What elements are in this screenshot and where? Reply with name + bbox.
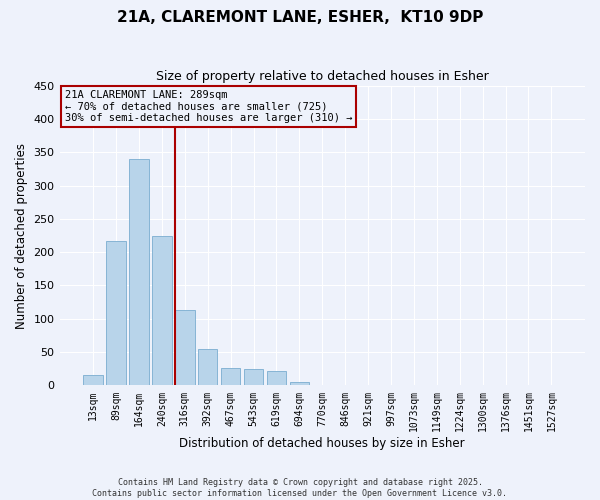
Bar xyxy=(152,236,172,386)
Bar xyxy=(244,369,263,386)
Text: Contains HM Land Registry data © Crown copyright and database right 2025.
Contai: Contains HM Land Registry data © Crown c… xyxy=(92,478,508,498)
Text: 21A, CLAREMONT LANE, ESHER,  KT10 9DP: 21A, CLAREMONT LANE, ESHER, KT10 9DP xyxy=(117,10,483,25)
Bar xyxy=(129,159,149,386)
Text: 21A CLAREMONT LANE: 289sqm
← 70% of detached houses are smaller (725)
30% of sem: 21A CLAREMONT LANE: 289sqm ← 70% of deta… xyxy=(65,90,352,124)
Bar xyxy=(313,385,332,386)
X-axis label: Distribution of detached houses by size in Esher: Distribution of detached houses by size … xyxy=(179,437,465,450)
Bar xyxy=(83,376,103,386)
Bar xyxy=(175,310,194,386)
Bar xyxy=(198,349,217,386)
Bar xyxy=(221,368,241,386)
Bar xyxy=(106,241,126,386)
Y-axis label: Number of detached properties: Number of detached properties xyxy=(15,142,28,328)
Bar xyxy=(290,382,309,386)
Bar xyxy=(267,371,286,386)
Title: Size of property relative to detached houses in Esher: Size of property relative to detached ho… xyxy=(156,70,488,83)
